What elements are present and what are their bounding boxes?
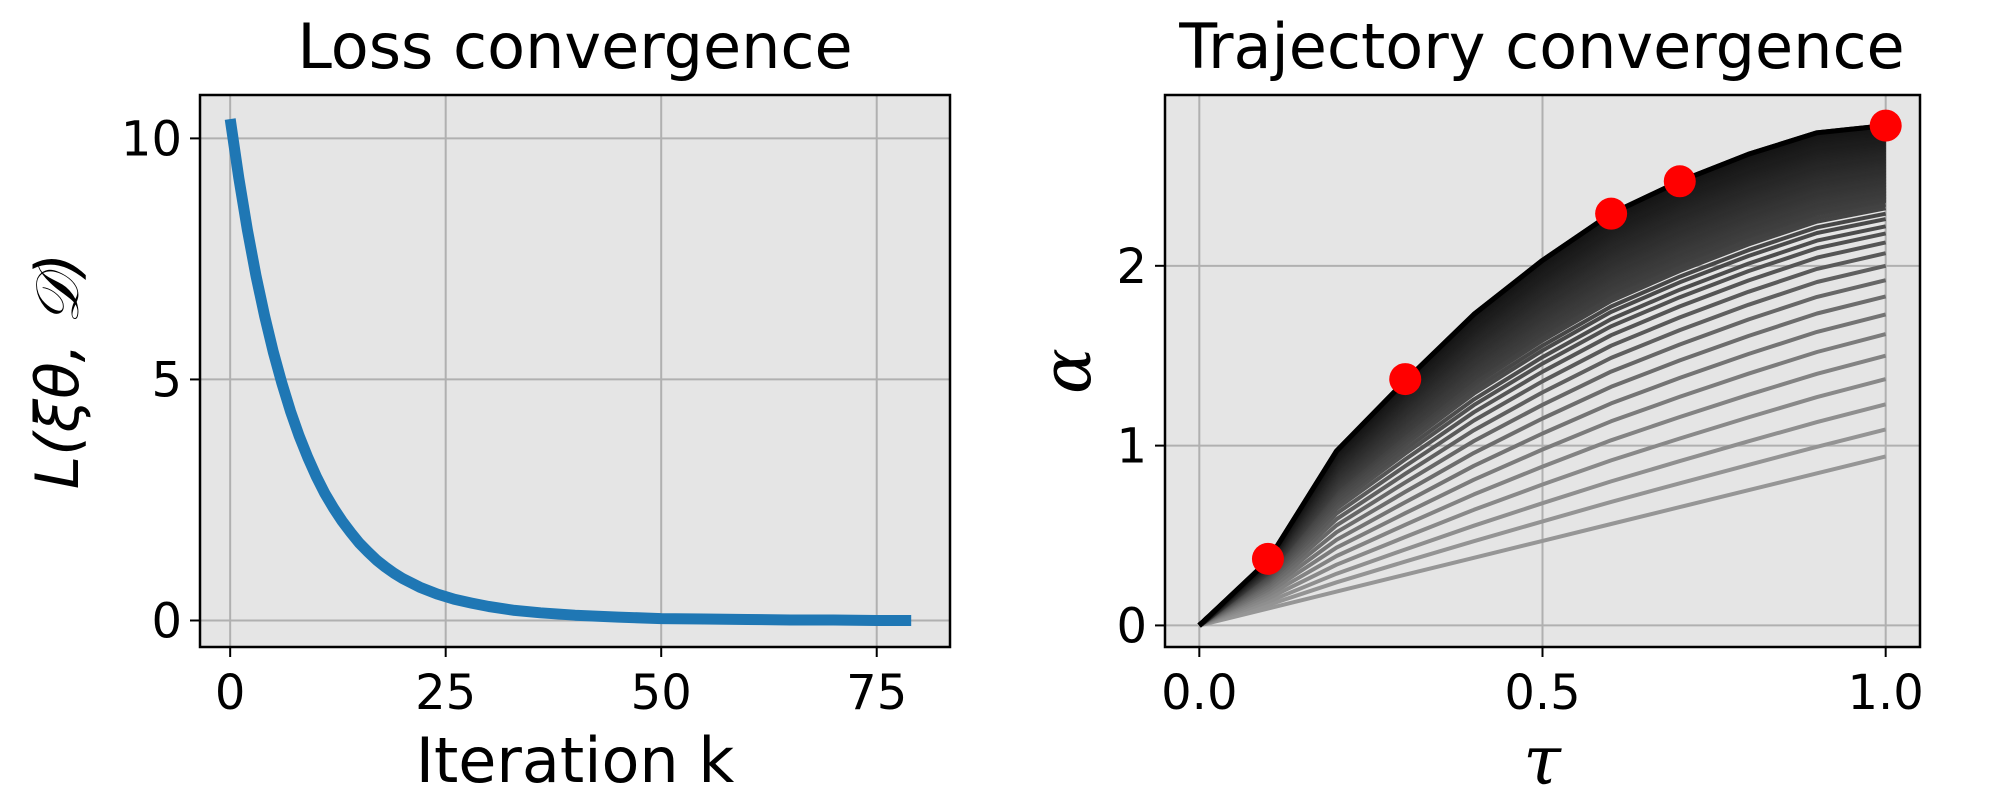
observation-point: [1595, 197, 1628, 230]
iterate-trajectory-line: [1198, 294, 1887, 628]
loss-ytick-label: 0: [151, 593, 182, 649]
iterate-trajectory-line: [1198, 332, 1887, 628]
iterate-trajectory-line: [1198, 263, 1887, 628]
iterate-trajectory-line: [1198, 251, 1887, 628]
trajectory-ytick-label: 2: [1116, 239, 1147, 295]
iterate-trajectory-line: [1198, 402, 1887, 628]
iterate-trajectory-line: [1198, 353, 1887, 628]
loss-series: [224, 118, 912, 626]
loss-xtick-label: 0: [215, 665, 246, 721]
loss-xtick-label: 50: [631, 665, 692, 721]
loss-x-label: Iteration k: [416, 724, 735, 797]
trajectory-xtick-label: 0.5: [1504, 665, 1580, 721]
trajectory-final: [1197, 123, 1886, 628]
observation-point: [1251, 542, 1284, 575]
trajectory-y-label: α: [1028, 348, 1107, 394]
loss-plot-frame: [198, 93, 952, 649]
trajectory-ytick-label: 1: [1116, 419, 1147, 475]
iterate-trajectory-line: [1198, 278, 1887, 628]
iterate-trajectory-line: [1198, 240, 1887, 628]
trajectory-iterates: [1197, 123, 1887, 628]
observation-point: [1869, 109, 1902, 142]
trajectory-chart: 0.0 0.5 1.0 0 1 2 Trajectory convergence τ α: [1028, 10, 1924, 800]
iterate-trajectory-line: [1198, 427, 1887, 628]
trajectory-ytick-label: 0: [1116, 598, 1147, 654]
loss-ytick-label: 5: [151, 352, 182, 408]
iterate-trajectory-line: [1198, 454, 1887, 628]
final-trajectory-line: [1197, 123, 1886, 628]
observation-point: [1389, 363, 1422, 396]
iterate-trajectory-line: [1198, 312, 1887, 628]
loss-y-label: L(ξθ, 𝒟): [23, 253, 93, 489]
loss-plot-area: [200, 95, 950, 647]
loss-xtick-label: 25: [415, 665, 476, 721]
trajectory-title: Trajectory convergence: [1178, 10, 1904, 83]
loss-chart: 0 25 50 75 0 5 10 Loss convergence Iteration k…: [23, 10, 952, 797]
loss-ytick-label: 10: [121, 111, 182, 167]
loss-title: Loss convergence: [297, 10, 852, 83]
observation-point: [1663, 165, 1696, 198]
trajectory-ticks: 0.0 0.5 1.0 0 1 2: [1116, 239, 1923, 721]
trajectory-xtick-label: 1.0: [1848, 665, 1924, 721]
loss-xtick-label: 75: [846, 665, 907, 721]
iterate-trajectory-line: [1198, 377, 1887, 628]
trajectory-observations: [1251, 109, 1902, 575]
trajectory-x-label: τ: [1523, 722, 1562, 800]
loss-ticks: 0 25 50 75 0 5 10: [121, 111, 907, 721]
loss-line: [224, 118, 912, 626]
trajectory-xtick-label: 0.0: [1161, 665, 1237, 721]
